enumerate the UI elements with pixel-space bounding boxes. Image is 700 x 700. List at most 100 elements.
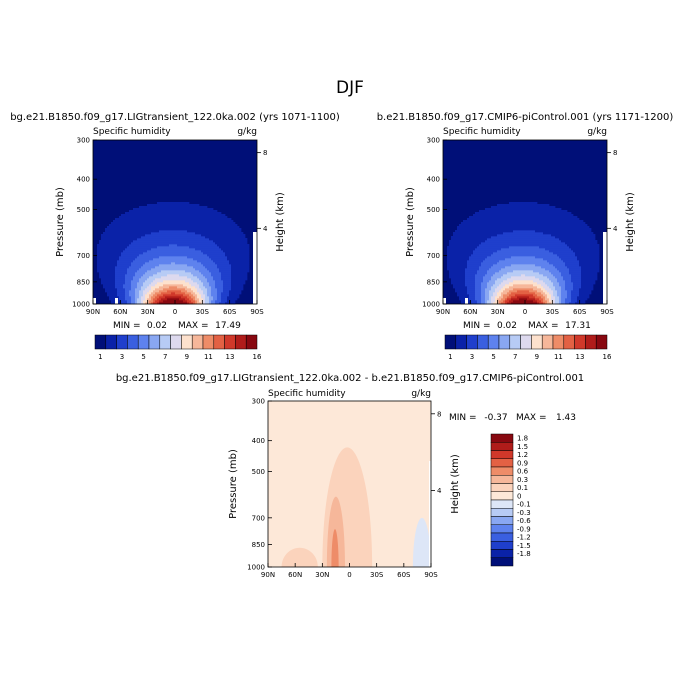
contour-cell: [153, 280, 156, 283]
contour-cell: [187, 258, 190, 261]
contour-cell: [165, 220, 168, 223]
contour-cell: [487, 294, 490, 297]
contour-cell: [233, 298, 236, 301]
contour-cell: [159, 240, 162, 243]
contour-cell: [171, 204, 174, 207]
contour-cell: [489, 266, 492, 269]
contour-cell: [513, 250, 516, 253]
contour-cell: [175, 284, 178, 287]
contour-cell: [209, 280, 212, 283]
contour-cell: [171, 250, 174, 253]
contour-cell: [501, 264, 504, 267]
contour-cell: [213, 260, 216, 263]
contour-cell: [153, 272, 156, 275]
contour-cell: [165, 202, 168, 205]
contour-cell: [475, 250, 478, 253]
contour-cell: [197, 268, 200, 271]
contour-cell: [229, 284, 232, 287]
contour-cell: [167, 256, 170, 259]
contour-cell: [501, 236, 504, 239]
contour-cell: [515, 302, 518, 305]
contour-cell: [175, 224, 178, 227]
contour-cell: [161, 220, 164, 223]
contour-cell: [509, 230, 512, 233]
contour-cell: [495, 214, 498, 217]
contour-cell: [165, 278, 168, 281]
contour-cell: [509, 236, 512, 239]
contour-cell: [225, 252, 228, 255]
contour-cell: [131, 254, 134, 257]
contour-cell: [499, 268, 502, 271]
contour-cell: [145, 290, 148, 293]
contour-cell: [157, 202, 160, 205]
contour-cell: [123, 252, 126, 255]
contour-cell: [515, 242, 518, 245]
colorbar-swatch: [191, 334, 204, 350]
contour-cell: [215, 254, 218, 257]
contour-cell: [185, 280, 188, 283]
contour-cell: [495, 222, 498, 225]
contour-cell: [165, 248, 168, 251]
humidity-fill: [93, 202, 257, 305]
contour-cell: [479, 280, 482, 283]
contour-cell: [153, 218, 156, 221]
contour-cell: [131, 268, 134, 271]
contour-cell: [481, 270, 484, 273]
contour-cell: [487, 288, 490, 291]
contour-cell: [501, 278, 504, 281]
contour-cell: [219, 294, 222, 297]
contour-cell: [225, 238, 228, 241]
contour-cell: [183, 238, 186, 241]
contour-cell: [163, 212, 166, 215]
contour-cell: [145, 256, 148, 259]
contour-cell: [215, 216, 218, 219]
contour-cell: [163, 266, 166, 269]
contour-cell: [189, 222, 192, 225]
contour-cell: [197, 234, 200, 237]
contour-cell: [111, 300, 114, 303]
contour-cell: [491, 270, 494, 273]
contour-cell: [129, 274, 132, 277]
contour-cell: [217, 228, 220, 231]
contour-cell: [115, 218, 118, 221]
contour-cell: [181, 238, 184, 241]
contour-cell: [505, 274, 508, 277]
contour-cell: [203, 228, 206, 231]
contour-cell: [231, 236, 234, 239]
contour-cell: [195, 296, 198, 299]
contour-cell: [143, 270, 146, 273]
contour-cell: [153, 266, 156, 269]
contour-cell: [197, 262, 200, 265]
contour-cell: [113, 254, 116, 257]
contour-cell: [131, 274, 134, 277]
contour-cell: [467, 292, 470, 295]
contour-cell: [477, 290, 480, 293]
contour-cell: [479, 270, 482, 273]
contour-cell: [207, 288, 210, 291]
contour-cell: [125, 286, 128, 289]
contour-cell: [483, 274, 486, 277]
contour-cell: [111, 264, 114, 267]
contour-cell: [115, 248, 118, 251]
contour-cell: [171, 286, 174, 289]
contour-cell: [165, 288, 168, 291]
contour-cell: [169, 238, 172, 241]
contour-cell: [487, 290, 490, 293]
contour-cell: [169, 210, 172, 213]
contour-cell: [181, 250, 184, 253]
contour-cell: [111, 298, 114, 301]
contour-cell: [455, 230, 458, 233]
contour-cell: [469, 284, 472, 287]
contour-cell: [153, 220, 156, 223]
contour-cell: [231, 272, 234, 275]
contour-cell: [477, 266, 480, 269]
contour-cell: [493, 230, 496, 233]
contour-cell: [511, 268, 514, 271]
contour-cell: [483, 252, 486, 255]
contour-cell: [493, 214, 496, 217]
contour-cell: [97, 254, 100, 257]
colorbar-swatch: [148, 334, 161, 350]
contour-cell: [459, 286, 462, 289]
contour-cell: [479, 278, 482, 281]
contour-cell: [497, 238, 500, 241]
